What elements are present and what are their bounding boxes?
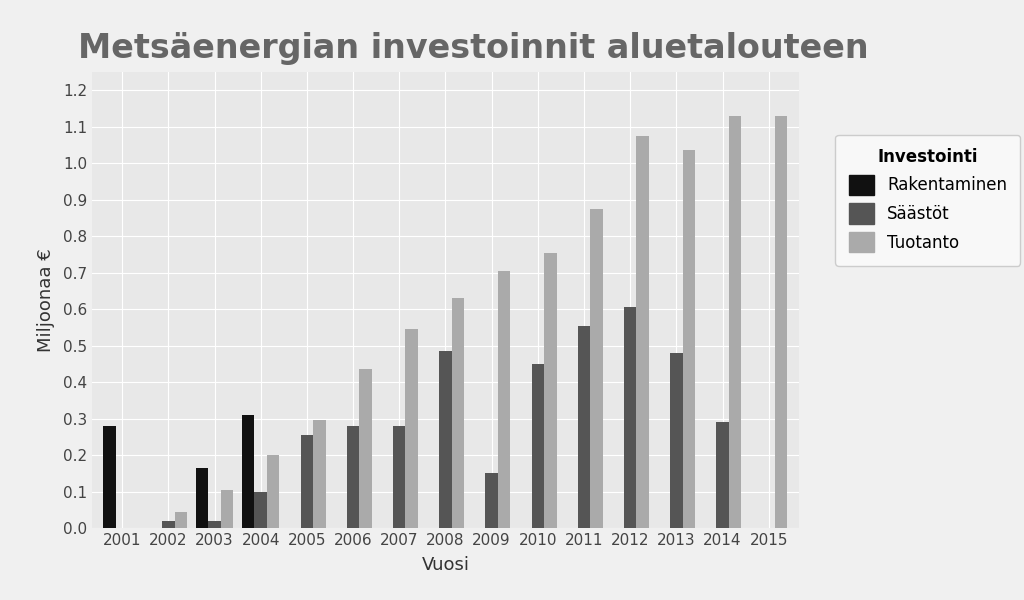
Bar [775,116,787,528]
Bar [393,426,406,528]
Bar [578,326,590,528]
Bar [498,271,510,528]
Bar [242,415,255,528]
Bar [196,468,208,528]
Bar [301,435,313,528]
Bar [255,491,267,528]
Y-axis label: Miljoonaa €: Miljoonaa € [37,248,54,352]
Bar [439,351,452,528]
Bar [452,298,464,528]
Bar [103,426,116,528]
Bar [406,329,418,528]
Bar [359,370,372,528]
Bar [624,307,636,528]
Bar [670,353,683,528]
Bar [347,426,359,528]
Bar [544,253,556,528]
Legend: Rakentaminen, Säästöt, Tuotanto: Rakentaminen, Säästöt, Tuotanto [836,135,1020,266]
Bar [313,421,326,528]
Bar [208,521,221,528]
Bar [174,512,187,528]
Bar [162,521,174,528]
Bar [636,136,649,528]
Bar [729,116,741,528]
Bar [485,473,498,528]
Bar [590,209,603,528]
Bar [531,364,544,528]
Text: Metsäenergian investoinnit aluetalouteen: Metsäenergian investoinnit aluetalouteen [78,32,868,65]
Bar [267,455,280,528]
Bar [717,422,729,528]
Bar [683,151,695,528]
X-axis label: Vuosi: Vuosi [422,556,469,574]
Bar [221,490,233,528]
